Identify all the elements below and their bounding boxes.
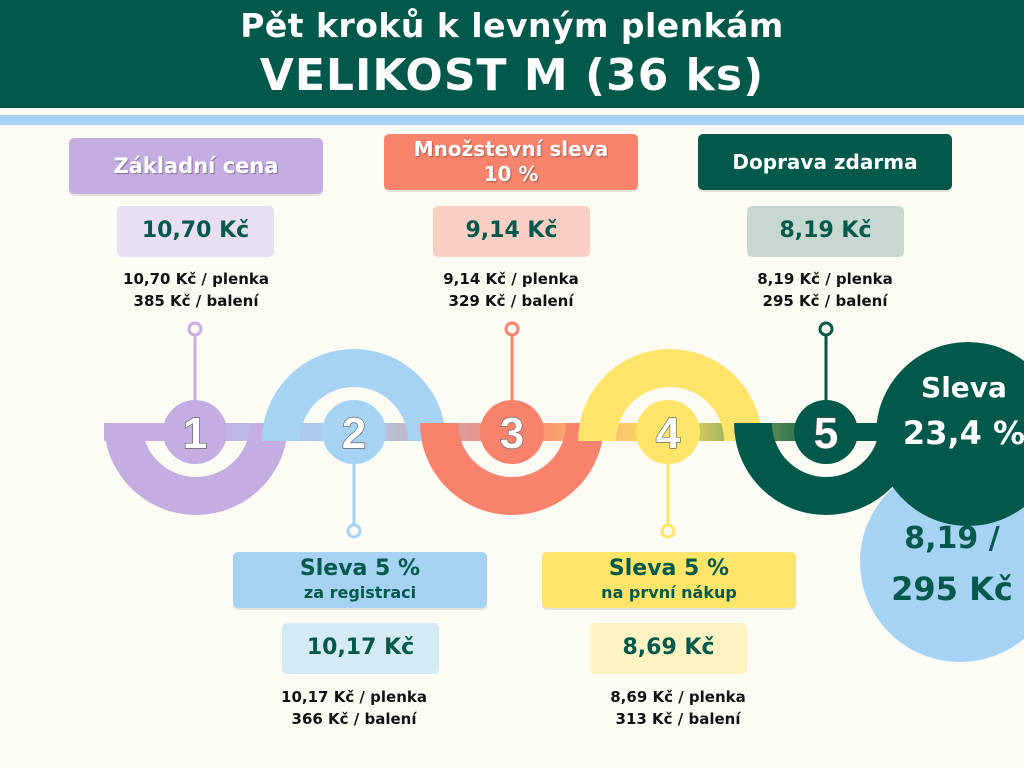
step-per-pack-2: 366 Kč / balení [291,710,417,728]
step-label-2-sub: za registraci [303,583,417,602]
step-label-4-sub: na první nákup [601,583,737,602]
step-label-3: Množstevní sleva 10 % [384,134,638,190]
step-label-3-sub: 10 % [483,162,539,186]
step-circle-1 [163,400,227,464]
step-number-4: 4 [656,409,681,458]
step-number-3: 3 [500,409,524,458]
final-price-line1: 8,19 / [904,521,999,556]
step-label-1-text: Základní cena [113,154,279,178]
connector-dot-4 [660,523,676,539]
step-label-2: Sleva 5 % za registraci [233,552,487,608]
step-per-pack-3: 329 Kč / balení [448,292,574,310]
step-number-1: 1 [183,409,207,458]
connector-dot-3 [504,321,520,337]
step-circle-2 [322,400,386,464]
divider-stripe [0,115,1024,125]
step-label-4-text: Sleva 5 % [608,556,730,581]
arc-3 [420,423,604,515]
step-circle-5 [794,400,858,464]
arc-2 [262,349,446,441]
discount-circle [876,342,1024,526]
divider-stripe-thin [0,125,1024,128]
header: Pět kroků k levným plenkám VELIKOST M (3… [0,0,1024,108]
step-info-3: 9,14 Kč / plenka 329 Kč / balení [411,268,611,312]
step-info-1: 10,70 Kč / plenka 385 Kč / balení [96,268,296,312]
step-per-piece-3: 9,14 Kč / plenka [443,270,579,288]
step-label-4: Sleva 5 % na první nákup [542,552,796,608]
step-per-piece-1: 10,70 Kč / plenka [123,270,269,288]
step-price-4: 8,69 Kč [590,623,747,674]
arc-4 [578,349,762,441]
step-price-3: 9,14 Kč [433,206,590,257]
step-number-2: 2 [342,409,366,458]
step-label-3-text: Množstevní sleva [413,137,609,161]
step-info-2: 10,17 Kč / plenka 366 Kč / balení [254,686,454,730]
step-number-5: 5 [814,409,838,458]
arc-5 [734,423,918,515]
page-subtitle: VELIKOST M (36 ks) [259,50,765,101]
step-per-piece-2: 10,17 Kč / plenka [281,688,427,706]
step-label-5: Doprava zdarma [698,134,952,190]
step-label-2-text: Sleva 5 % [299,556,421,581]
step-circle-3 [480,400,544,464]
connector-dot-1 [187,321,203,337]
step-label-5-text: Doprava zdarma [732,150,918,174]
connector-dot-5 [818,321,834,337]
step-circle-4 [636,400,700,464]
step-price-5: 8,19 Kč [747,206,904,257]
discount-label: Sleva [921,371,1007,404]
step-label-1: Základní cena [69,138,323,194]
step-per-piece-4: 8,69 Kč / plenka [610,688,746,706]
connector-dot-2 [346,523,362,539]
step-price-2: 10,17 Kč [282,623,439,674]
step-per-pack-1: 385 Kč / balení [133,292,259,310]
step-info-4: 8,69 Kč / plenka 313 Kč / balení [578,686,778,730]
final-price-line2: 295 Kč [891,570,1013,608]
step-info-5: 8,19 Kč / plenka 295 Kč / balení [725,268,925,312]
arc-1 [104,423,288,515]
step-price-1: 10,70 Kč [117,206,274,257]
discount-value: 23,4 % [903,414,1024,452]
page-title: Pět kroků k levným plenkám [240,6,784,45]
step-per-piece-5: 8,19 Kč / plenka [757,270,893,288]
step-per-pack-4: 313 Kč / balení [615,710,741,728]
step-per-pack-5: 295 Kč / balení [762,292,888,310]
